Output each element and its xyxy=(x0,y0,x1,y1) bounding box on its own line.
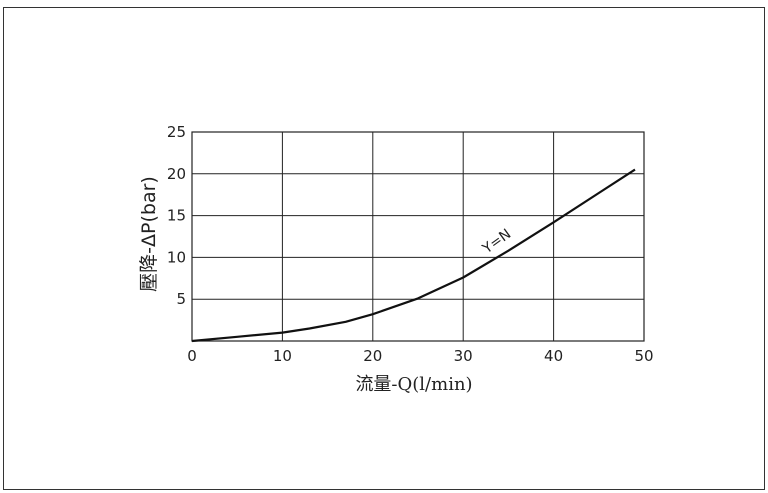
tick-labels: 0 10 20 30 40 50 5 10 15 20 25 xyxy=(167,123,654,365)
x-tick-label: 10 xyxy=(273,347,292,365)
chart-frame xyxy=(3,7,765,490)
y-axis-label: 壓降-ΔP(bar) xyxy=(138,176,160,292)
y-tick-label: 25 xyxy=(167,123,186,141)
y-tick-label: 5 xyxy=(176,290,186,308)
x-tick-label: 50 xyxy=(634,347,653,365)
plot-border xyxy=(191,131,645,342)
x-tick-label: 20 xyxy=(363,347,382,365)
x-axis-label: 流量-Q(l/min) xyxy=(355,374,472,395)
series-annotation: Y=N xyxy=(479,226,514,258)
series-line xyxy=(191,168,636,343)
x-tick-label: 30 xyxy=(454,347,473,365)
y-tick-label: 15 xyxy=(167,207,186,225)
y-tick-label: 10 xyxy=(167,248,186,266)
grid xyxy=(191,131,645,342)
series-layer xyxy=(191,168,636,343)
x-tick-label: 0 xyxy=(187,347,197,365)
x-tick-label: 40 xyxy=(544,347,563,365)
y-tick-label: 20 xyxy=(167,165,186,183)
